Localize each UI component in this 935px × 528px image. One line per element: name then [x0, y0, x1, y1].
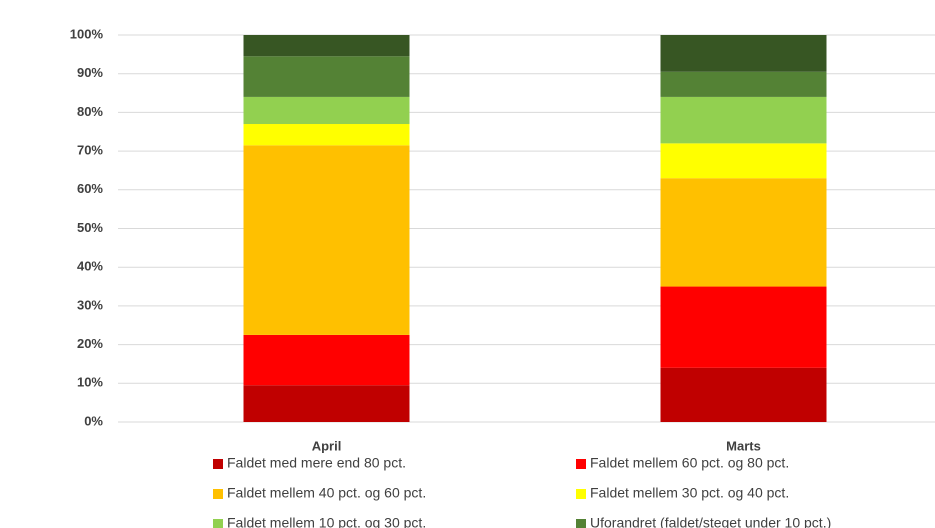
- legend-label: Faldet mellem 30 pct. og 40 pct.: [590, 485, 789, 501]
- bar-segment: [243, 385, 410, 422]
- legend-label: Faldet mellem 60 pct. og 80 pct.: [590, 455, 789, 471]
- bar-segment: [243, 145, 410, 335]
- bar-segment: [660, 143, 827, 179]
- legend-label: Uforandret (faldet/steget under 10 pct.): [590, 515, 831, 528]
- bar-segment: [243, 56, 410, 97]
- bar-segment: [660, 71, 827, 97]
- bar-segment: [243, 35, 410, 57]
- bar-segment: [660, 96, 827, 144]
- y-tick-label: 10%: [77, 375, 103, 390]
- legend-label: Faldet mellem 40 pct. og 60 pct.: [227, 485, 426, 501]
- bar-segment: [243, 96, 410, 125]
- legend-marker: [576, 519, 586, 528]
- bar-segment: [660, 367, 827, 422]
- bar-segment: [660, 35, 827, 72]
- y-tick-label: 50%: [77, 220, 103, 235]
- legend-label: Faldet med mere end 80 pct.: [227, 455, 406, 471]
- bar-segment: [243, 334, 410, 386]
- y-tick-label: 90%: [77, 65, 103, 80]
- bar-segment: [660, 178, 827, 287]
- bar-segment: [243, 124, 410, 146]
- legend-marker: [213, 519, 223, 528]
- y-tick-label: 40%: [77, 259, 103, 274]
- legend-marker: [213, 459, 223, 469]
- y-tick-label: 20%: [77, 336, 103, 351]
- y-tick-label: 70%: [77, 143, 103, 158]
- y-tick-label: 0%: [84, 413, 103, 428]
- x-tick-label: April: [312, 438, 342, 453]
- legend-marker: [576, 489, 586, 499]
- y-tick-label: 30%: [77, 297, 103, 312]
- y-tick-label: 100%: [70, 26, 104, 41]
- legend-label: Faldet mellem 10 pct. og 30 pct.: [227, 515, 426, 528]
- legend-marker: [213, 489, 223, 499]
- legend-marker: [576, 459, 586, 469]
- bar-segment: [660, 286, 827, 368]
- y-tick-label: 60%: [77, 181, 103, 196]
- y-tick-label: 80%: [77, 104, 103, 119]
- x-tick-label: Marts: [726, 438, 761, 453]
